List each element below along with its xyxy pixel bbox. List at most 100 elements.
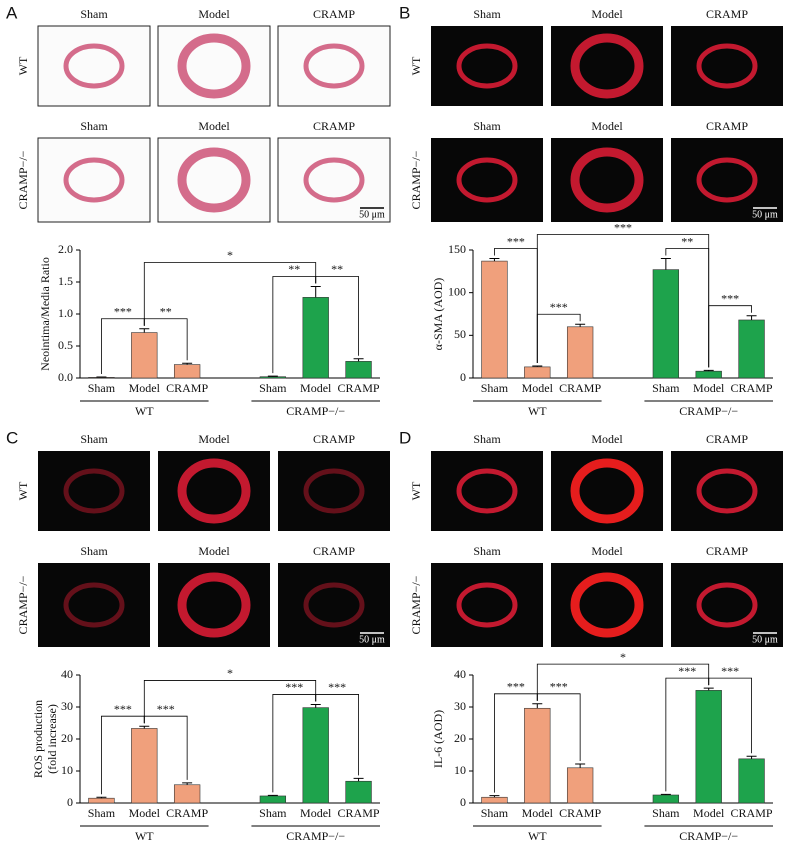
significance-label: *** [721, 664, 739, 678]
micrograph [431, 451, 543, 531]
image-label: Sham [473, 119, 501, 133]
x-tick-label: Model [522, 806, 554, 820]
y-tick-label: 0 [460, 795, 466, 809]
x-tick-label: Sham [259, 806, 287, 820]
y-tick-label: 30 [61, 699, 73, 713]
y-tick-label: 1.0 [58, 306, 73, 320]
significance-label: * [227, 666, 233, 680]
micrograph [37, 137, 151, 223]
bar [481, 260, 508, 379]
vessel [63, 468, 125, 514]
significance-bracket [708, 677, 752, 754]
bar [566, 326, 594, 379]
error-bar [489, 258, 500, 262]
bar [173, 364, 201, 379]
x-tick-label: Sham [88, 806, 116, 820]
x-tick-label: Sham [259, 381, 287, 395]
panel-letter: A [6, 3, 18, 22]
vessel [63, 157, 125, 203]
bar [738, 758, 765, 804]
vessel [456, 43, 518, 89]
x-tick-label: CRAMP [559, 806, 601, 820]
vessel [177, 458, 251, 524]
y-axis-label: IL-6 (AOD) [431, 710, 445, 768]
significance-label: *** [157, 702, 175, 716]
error-bar [182, 362, 193, 365]
panel-letter: C [6, 428, 18, 447]
vessel [63, 582, 125, 628]
vessel [570, 458, 644, 524]
micrograph [38, 563, 150, 647]
error-bar [353, 358, 364, 362]
bar [566, 767, 594, 804]
row-label: CRAMP−/− [409, 150, 423, 209]
vessel [570, 147, 644, 213]
image-label: CRAMP [313, 544, 355, 558]
significance-label: *** [550, 300, 568, 314]
vessel [177, 33, 251, 99]
significance-label: *** [721, 291, 739, 305]
image-label: Model [591, 119, 623, 133]
bar [524, 366, 551, 379]
significance-label: ** [160, 304, 172, 318]
x-tick-label: CRAMP [731, 381, 773, 395]
scale-bar-label: 50 μm [359, 634, 385, 645]
bar [738, 319, 765, 379]
significance-label: *** [328, 680, 346, 694]
significance-label: *** [285, 680, 303, 694]
x-tick-label: Model [693, 381, 725, 395]
image-label: CRAMP [706, 432, 748, 446]
significance-bracket [143, 262, 317, 326]
micrograph [277, 25, 391, 107]
error-bar [139, 725, 150, 729]
image-label: CRAMP [706, 544, 748, 558]
error-bar [575, 763, 586, 768]
significance-bracket [315, 276, 359, 356]
vessel [696, 157, 758, 203]
bar [652, 794, 680, 804]
significance-bracket [536, 663, 710, 701]
micrograph [671, 451, 783, 531]
x-tick-label: Model [300, 381, 332, 395]
x-tick-label: Sham [652, 806, 680, 820]
x-tick-label: Model [129, 381, 161, 395]
error-bar [489, 795, 500, 798]
scale-bar-label: 50 μm [359, 209, 385, 220]
significance-label: *** [114, 702, 132, 716]
y-tick-label: 150 [448, 242, 466, 256]
image-label: Model [591, 544, 623, 558]
y-axis-label: ROS production [31, 700, 45, 778]
bar [259, 795, 287, 804]
bar [345, 361, 372, 379]
error-bar [353, 777, 364, 782]
x-tick-label: CRAMP [338, 806, 380, 820]
image-label: Sham [473, 432, 501, 446]
vessel [303, 582, 365, 628]
error-bar [310, 703, 321, 708]
bar [695, 370, 722, 379]
y-tick-label: 1.5 [58, 274, 73, 288]
vessel [456, 582, 518, 628]
image-label: CRAMP [313, 432, 355, 446]
significance-label: *** [507, 234, 525, 248]
micrograph [37, 25, 151, 107]
group-label: WT [135, 829, 154, 843]
x-tick-label: Model [129, 806, 161, 820]
y-tick-label: 20 [454, 731, 466, 745]
y-tick-label: 30 [454, 699, 466, 713]
micrograph [431, 26, 543, 106]
x-tick-label: CRAMP [338, 381, 380, 395]
x-tick-label: Sham [88, 381, 116, 395]
significance-bracket [315, 694, 359, 776]
significance-label: *** [507, 680, 525, 694]
bar [652, 269, 680, 379]
scale-bar-label: 50 μm [752, 634, 778, 645]
x-tick-label: Sham [481, 381, 509, 395]
x-tick-label: CRAMP [731, 806, 773, 820]
image-label: Model [198, 119, 230, 133]
y-tick-label: 0 [460, 370, 466, 384]
group-label: CRAMP−/− [286, 404, 345, 418]
error-bar [267, 375, 278, 377]
vessel [570, 572, 644, 638]
vessel [456, 468, 518, 514]
